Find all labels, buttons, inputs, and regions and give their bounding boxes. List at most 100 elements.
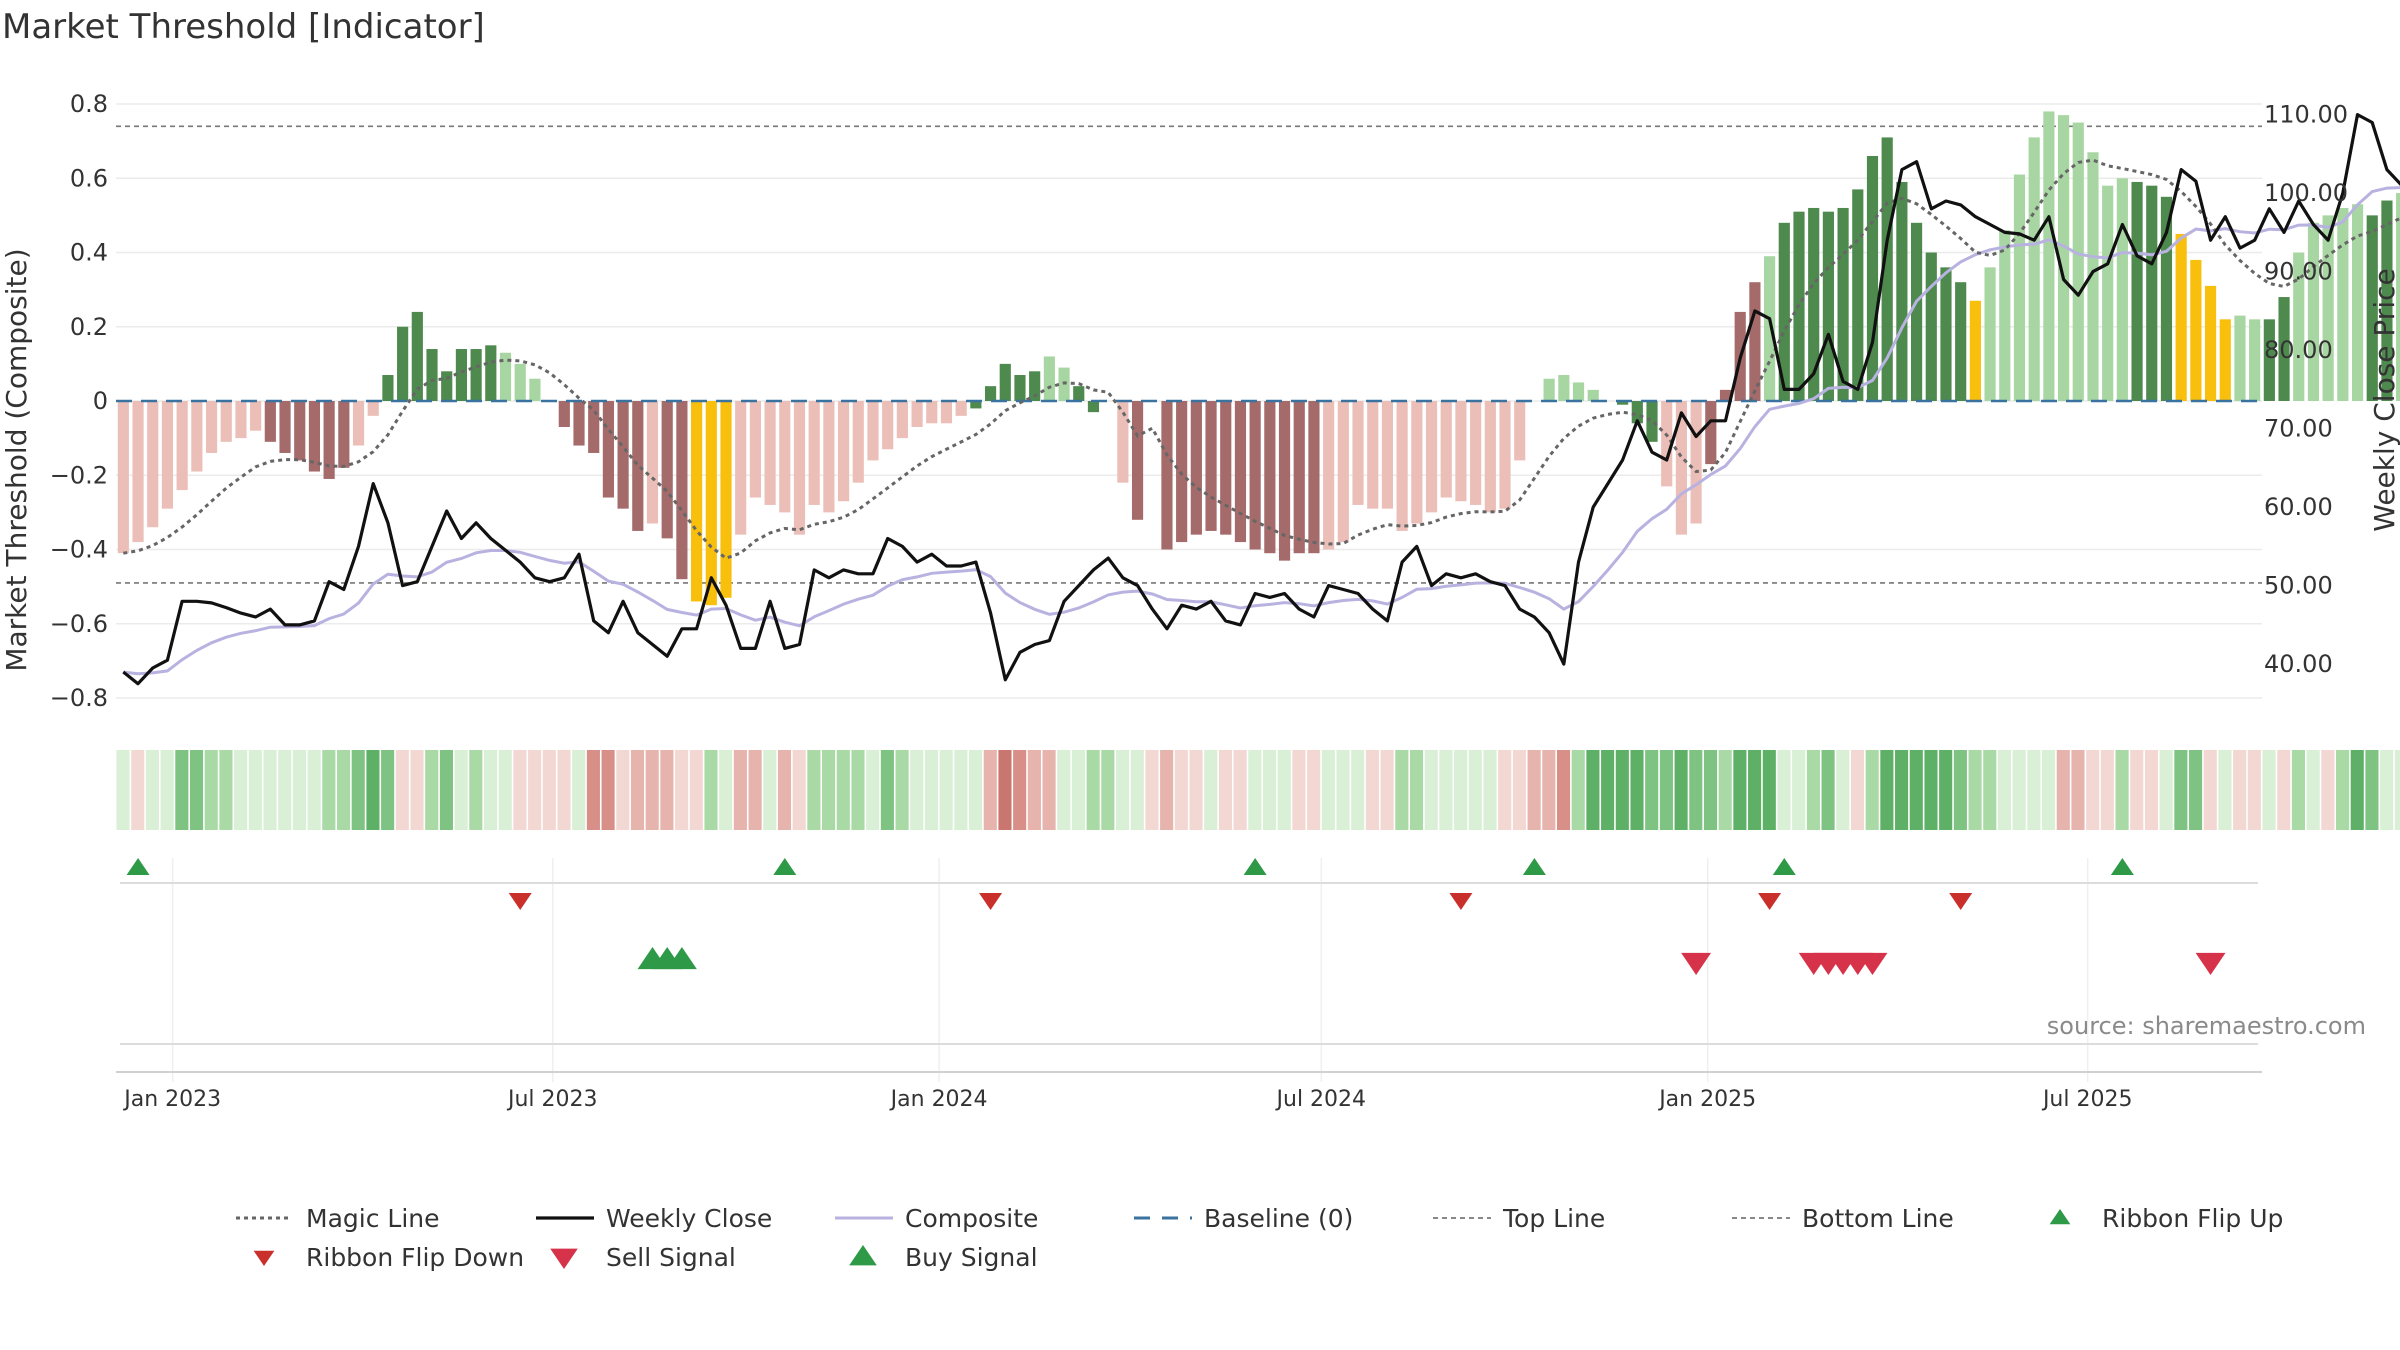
weekly-close-line [122,113,2400,686]
ribbon-segment [1733,750,1747,830]
composite-bar [1910,222,1923,401]
x-tick-label: Jan 2024 [889,1087,988,1112]
legend-label: Buy Signal [905,1243,1038,1272]
composite-bar [984,386,997,401]
ribbon-segment [2174,750,2188,830]
composite-bar [1940,267,1952,401]
ribbon-segment [1939,750,1953,830]
ribbon-segment [1468,750,1482,830]
composite-bar [176,401,188,491]
composite-bar [602,401,614,498]
ribbon-segment [2291,750,2305,830]
ribbon-segment [2335,750,2350,830]
ribbon-segment [1101,750,1115,830]
composite-bar [1925,252,1937,401]
composite-bar [1440,401,1452,498]
ribbon-segment [704,750,718,830]
composite-bars [117,111,2400,606]
composite-bar [617,401,629,509]
ribbon-flip-down-marker [1449,893,1473,910]
ribbon-segment [645,750,659,830]
composite-bar [323,401,335,479]
ribbon-segment [1703,750,1718,830]
ribbon-segment [1409,750,1424,830]
composite-bar [2116,178,2128,401]
composite-bar [455,349,468,401]
composite-bar [1764,256,1776,401]
composite-bar [1264,401,1276,554]
ribbon-flip-up-marker [773,858,797,875]
ribbon-segment [410,750,424,830]
composite-bar [1852,189,1864,401]
ribbon-segment [2218,750,2232,830]
composite-bar [749,401,761,498]
composite-bar [250,401,262,431]
composite-bar [837,401,850,502]
ribbon-segment [1850,750,1865,830]
ribbon-segment [1630,750,1644,830]
signal-markers [120,858,2258,1269]
ribbon-segment [2233,750,2247,830]
ribbon-segment [2159,750,2173,830]
ribbon-segment [1659,750,1673,830]
ribbon-segment [1307,750,1321,830]
y-tick-label: −0.8 [50,684,108,712]
ribbon-segment [954,750,968,830]
ribbon-segment [895,750,909,830]
composite-bar [397,326,409,401]
ribbon-flip-up-marker [1522,858,1546,875]
composite-bar [2219,319,2231,401]
right-y-axis: 40.00 50.00 60.00 70.00 80.00 90.00 100.00 110.… [2264,101,2348,678]
ribbon-segment [2130,750,2144,830]
ribbon-flip-up-marker [2110,858,2134,875]
composite-bar [852,401,864,483]
composite-bar [205,401,218,453]
ribbon-segment [1880,750,1894,830]
ribbon-segment [822,750,836,830]
ribbon-segment [1204,750,1218,830]
ribbon-segment [866,750,880,830]
ribbon-segment [601,750,615,830]
ribbon-segment [1556,750,1571,830]
ribbon-flip-down-marker [1758,893,1782,910]
composite-bar [779,401,791,513]
composite-bar [1470,401,1482,505]
ribbon-segment [2027,750,2041,830]
ribbon-segment [1454,750,1468,830]
composite-bar [1955,282,1967,401]
composite-bar [793,401,806,535]
source-note: source: sharemaestro.com [2047,1012,2366,1040]
x-tick-label: Jul 2023 [506,1087,598,1112]
buy-signal-marker [666,947,697,970]
ribbon-segment [160,750,174,830]
ribbon-flip-down-marker [979,893,1003,910]
composite-bar [1778,222,1790,401]
ribbon-segment [1983,750,1997,830]
composite-bar [1808,207,1820,401]
composite-bar [499,352,512,401]
ribbon-segment [660,750,674,830]
composite-bar [1646,401,1658,442]
composite-bar [2234,315,2246,401]
ribbon-segment [351,750,365,830]
ribbon-segment [336,750,351,830]
composite-bar [2337,207,2349,401]
composite-bar [1117,401,1129,483]
ribbon-segment [1895,750,1909,830]
ribbon-segment [1336,750,1350,830]
composite-bar [1822,211,1834,401]
legend-label: Composite [905,1204,1038,1233]
x-tick-label: Jul 2024 [1275,1087,1367,1112]
ribbon-segment [689,750,703,830]
legend-swatch-buy [849,1245,877,1266]
composite-bar [235,401,247,439]
ribbon-segment [969,750,983,830]
ribbon-segment [2306,750,2320,830]
composite-bar [1484,401,1496,513]
y-tick-label: 0.2 [70,313,108,341]
composite-bar [147,401,159,528]
ribbon-segment [1233,750,1247,830]
composite-bar [2190,259,2202,401]
composite-bar [1087,401,1100,413]
y2-tick-label: 70.00 [2264,415,2333,443]
